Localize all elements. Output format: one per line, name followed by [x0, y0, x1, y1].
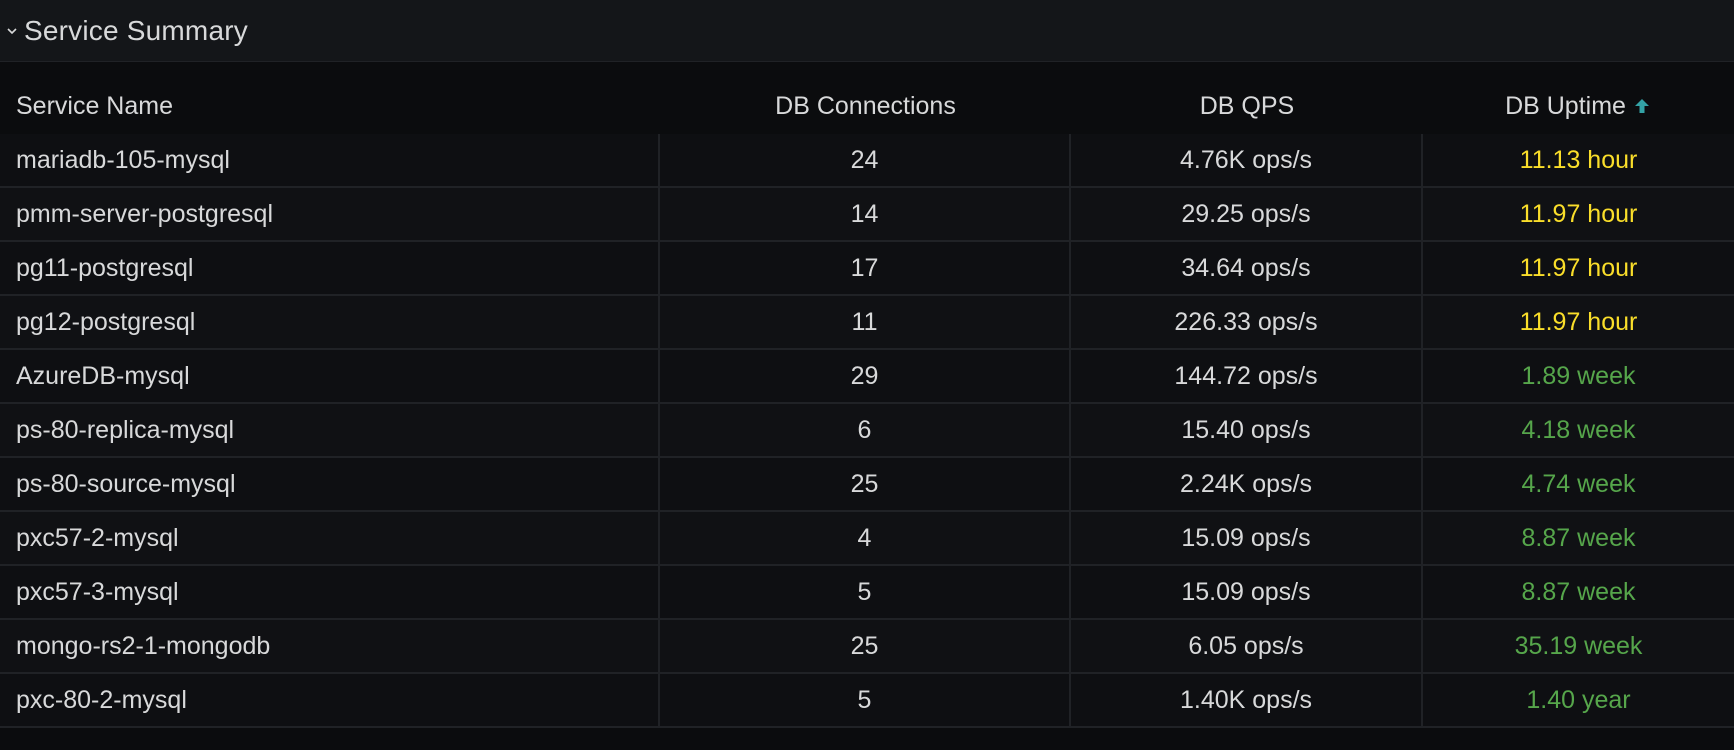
- cell-db-connections: 14: [660, 188, 1071, 240]
- cell-service-name: ps-80-replica-mysql: [0, 404, 660, 456]
- cell-service-name: pg12-postgresql: [0, 296, 660, 348]
- cell-db-connections: 6: [660, 404, 1071, 456]
- cell-db-uptime: 35.19 week: [1423, 620, 1734, 672]
- table-row[interactable]: ps-80-source-mysql 25 2.24K ops/s 4.74 week: [0, 458, 1734, 512]
- table-body: mariadb-105-mysql 24 4.76K ops/s 11.13 hour…: [0, 134, 1734, 728]
- cell-db-qps: 15.09 ops/s: [1071, 512, 1423, 564]
- chevron-down-icon[interactable]: [2, 21, 22, 41]
- table-row[interactable]: mariadb-105-mysql 24 4.76K ops/s 11.13 hour: [0, 134, 1734, 188]
- cell-service-name: mongo-rs2-1-mongodb: [0, 620, 660, 672]
- table-row[interactable]: mongo-rs2-1-mongodb 25 6.05 ops/s 35.19 wee…: [0, 620, 1734, 674]
- cell-db-uptime: 1.89 week: [1423, 350, 1734, 402]
- cell-service-name: mariadb-105-mysql: [0, 134, 660, 186]
- cell-db-connections: 5: [660, 674, 1071, 726]
- cell-db-connections: 11: [660, 296, 1071, 348]
- cell-db-qps: 15.40 ops/s: [1071, 404, 1423, 456]
- cell-db-qps: 4.76K ops/s: [1071, 134, 1423, 186]
- table-row[interactable]: pg11-postgresql 17 34.64 ops/s 11.97 hour: [0, 242, 1734, 296]
- cell-service-name: pmm-server-postgresql: [0, 188, 660, 240]
- cell-db-qps: 226.33 ops/s: [1071, 296, 1423, 348]
- table-row[interactable]: ps-80-replica-mysql 6 15.40 ops/s 4.18 week: [0, 404, 1734, 458]
- table-row[interactable]: pxc-80-2-mysql 5 1.40K ops/s 1.40 year: [0, 674, 1734, 728]
- column-header-label: DB Uptime: [1505, 92, 1626, 121]
- cell-db-qps: 29.25 ops/s: [1071, 188, 1423, 240]
- table-row[interactable]: pg12-postgresql 11 226.33 ops/s 11.97 hour: [0, 296, 1734, 350]
- column-header-db-uptime[interactable]: DB Uptime: [1423, 92, 1734, 121]
- cell-db-connections: 29: [660, 350, 1071, 402]
- column-header-label: DB Connections: [775, 92, 956, 121]
- cell-db-uptime: 11.13 hour: [1423, 134, 1734, 186]
- cell-db-connections: 4: [660, 512, 1071, 564]
- cell-db-uptime: 1.40 year: [1423, 674, 1734, 726]
- cell-service-name: pxc57-3-mysql: [0, 566, 660, 618]
- cell-db-qps: 144.72 ops/s: [1071, 350, 1423, 402]
- cell-db-connections: 25: [660, 458, 1071, 510]
- cell-db-connections: 25: [660, 620, 1071, 672]
- column-header-db-qps[interactable]: DB QPS: [1071, 92, 1423, 121]
- cell-db-uptime: 11.97 hour: [1423, 242, 1734, 294]
- cell-service-name: ps-80-source-mysql: [0, 458, 660, 510]
- cell-db-uptime: 4.18 week: [1423, 404, 1734, 456]
- table-row[interactable]: pxc57-2-mysql 4 15.09 ops/s 8.87 week: [0, 512, 1734, 566]
- column-header-label: Service Name: [16, 92, 173, 121]
- cell-db-connections: 5: [660, 566, 1071, 618]
- cell-db-qps: 1.40K ops/s: [1071, 674, 1423, 726]
- column-header-db-connections[interactable]: DB Connections: [660, 92, 1071, 121]
- table-row[interactable]: pmm-server-postgresql 14 29.25 ops/s 11.97 …: [0, 188, 1734, 242]
- cell-db-uptime: 8.87 week: [1423, 566, 1734, 618]
- cell-db-uptime: 11.97 hour: [1423, 296, 1734, 348]
- cell-db-qps: 2.24K ops/s: [1071, 458, 1423, 510]
- service-summary-table: Service Name DB Connections DB QPS DB Up…: [0, 80, 1734, 728]
- cell-service-name: pxc57-2-mysql: [0, 512, 660, 564]
- cell-service-name: AzureDB-mysql: [0, 350, 660, 402]
- cell-db-qps: 15.09 ops/s: [1071, 566, 1423, 618]
- cell-db-connections: 24: [660, 134, 1071, 186]
- cell-db-qps: 6.05 ops/s: [1071, 620, 1423, 672]
- cell-db-qps: 34.64 ops/s: [1071, 242, 1423, 294]
- arrow-up-icon[interactable]: [1632, 96, 1652, 116]
- panel-title[interactable]: Service Summary: [24, 15, 248, 47]
- table-row[interactable]: AzureDB-mysql 29 144.72 ops/s 1.89 week: [0, 350, 1734, 404]
- table-header: Service Name DB Connections DB QPS DB Up…: [0, 80, 1734, 132]
- cell-db-uptime: 8.87 week: [1423, 512, 1734, 564]
- column-header-service-name[interactable]: Service Name: [0, 92, 660, 121]
- cell-service-name: pg11-postgresql: [0, 242, 660, 294]
- panel-header[interactable]: Service Summary: [0, 0, 1734, 62]
- cell-db-uptime: 11.97 hour: [1423, 188, 1734, 240]
- cell-service-name: pxc-80-2-mysql: [0, 674, 660, 726]
- column-header-label: DB QPS: [1200, 92, 1294, 121]
- table-row[interactable]: pxc57-3-mysql 5 15.09 ops/s 8.87 week: [0, 566, 1734, 620]
- cell-db-connections: 17: [660, 242, 1071, 294]
- cell-db-uptime: 4.74 week: [1423, 458, 1734, 510]
